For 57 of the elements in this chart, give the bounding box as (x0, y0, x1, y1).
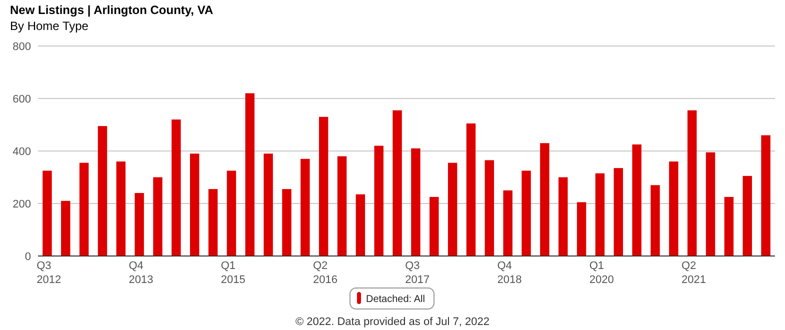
bar (522, 170, 531, 256)
x-tick-label: Q3 2012 (36, 260, 62, 286)
bar (190, 154, 200, 256)
y-tick-label: 0 (24, 250, 31, 263)
chart-title: New Listings | Arlington County, VA (10, 3, 214, 17)
bar (208, 189, 218, 256)
bar (245, 93, 254, 256)
bar (742, 176, 752, 256)
bar (632, 144, 642, 256)
bar (134, 193, 144, 256)
bar (724, 196, 734, 256)
x-tick-label: Q1 2015 (220, 260, 246, 286)
x-tick-label: Q4 2018 (497, 260, 522, 286)
bar (484, 160, 494, 256)
y-tick-label: 400 (12, 146, 31, 158)
bar (42, 170, 52, 256)
x-tick-label: Q4 2013 (128, 260, 154, 286)
bar (706, 152, 716, 256)
bar (503, 190, 512, 256)
bar (374, 146, 384, 256)
bar (761, 135, 770, 256)
bar (392, 110, 402, 256)
bar (337, 156, 347, 256)
bar (558, 177, 568, 256)
bar (172, 120, 181, 256)
bar (282, 189, 292, 256)
bar (466, 123, 476, 256)
bar (300, 158, 310, 256)
bar (98, 126, 108, 256)
bar (430, 196, 439, 256)
legend-label: Detached: All (366, 294, 425, 305)
x-tick-label: Q3 2017 (405, 260, 430, 286)
x-tick-label: Q1 2020 (589, 260, 614, 286)
y-tick-label: 200 (12, 198, 31, 210)
bar (576, 202, 586, 256)
bar (318, 116, 328, 256)
bar (264, 154, 273, 256)
x-tick-label: Q2 2021 (681, 260, 706, 286)
bar (595, 173, 605, 256)
bar (614, 168, 623, 256)
bar (448, 162, 458, 256)
bar (650, 185, 660, 256)
bar (116, 162, 126, 256)
bar (540, 143, 550, 256)
bar (79, 162, 89, 256)
bar (687, 110, 697, 256)
y-tick-label: 600 (12, 93, 31, 106)
bar (61, 200, 70, 256)
x-tick-label: Q2 2016 (312, 260, 338, 286)
bar (356, 194, 366, 256)
bar (411, 148, 420, 256)
text: © 2022. Data provided as of Jul 7, 2022 (295, 316, 490, 328)
chart-subtitle: By Home Type (10, 19, 89, 33)
bar (669, 162, 678, 256)
bar (226, 170, 236, 256)
y-tick-label: 800 (12, 40, 31, 53)
bar (153, 177, 162, 256)
